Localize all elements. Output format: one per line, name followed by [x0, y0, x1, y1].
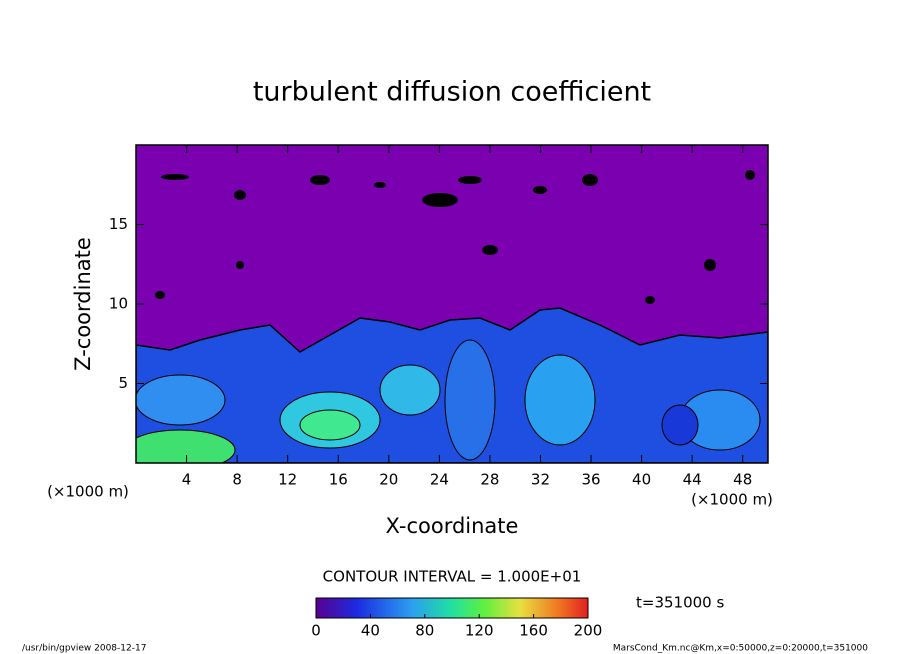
- x-unit-label: (×1000 m): [691, 491, 773, 509]
- y-tick-label: 5: [118, 374, 128, 392]
- contour-specks: [155, 170, 755, 304]
- x-tick-label: 8: [232, 471, 242, 489]
- x-tick-label: 20: [379, 471, 398, 489]
- y-tick-label: 15: [109, 215, 128, 233]
- y-tick-label: 10: [109, 295, 128, 313]
- time-label: t=351000 s: [636, 594, 724, 612]
- x-tick-label: 32: [531, 471, 550, 489]
- x-tick-label: 40: [632, 471, 651, 489]
- x-tick-label: 16: [329, 471, 348, 489]
- colorbar-tick-label: 0: [311, 622, 321, 640]
- colorbar: [315, 597, 589, 619]
- x-axis-title: X-coordinate: [386, 514, 519, 538]
- footer-left: /usr/bin/gpview 2008-12-17: [22, 644, 146, 654]
- chart-title: turbulent diffusion coefficient: [253, 77, 651, 108]
- y-axis-title: Z-coordinate: [71, 237, 95, 371]
- x-tick-label: 12: [278, 471, 297, 489]
- x-tick-label: 44: [683, 471, 702, 489]
- footer-right: MarsCond_Km.nc@Km,x=0:50000,z=0:20000,t=…: [613, 644, 868, 654]
- colorbar-tick-label: 80: [415, 622, 434, 640]
- colorbar-tick-label: 200: [574, 622, 603, 640]
- colorbar-tick-label: 160: [519, 622, 548, 640]
- colorbar-tick-label: 40: [361, 622, 380, 640]
- x-tick-label: 24: [430, 471, 449, 489]
- x-tick-label: 48: [733, 471, 752, 489]
- colorbar-tick-label: 120: [465, 622, 494, 640]
- x-tick-label: 4: [182, 471, 192, 489]
- x-tick-label: 28: [480, 471, 499, 489]
- contour-field: [136, 145, 768, 463]
- x-tick-label: 36: [581, 471, 600, 489]
- y-unit-label: (×1000 m): [47, 483, 129, 501]
- contour-interval: CONTOUR INTERVAL = 1.000E+01: [323, 568, 582, 586]
